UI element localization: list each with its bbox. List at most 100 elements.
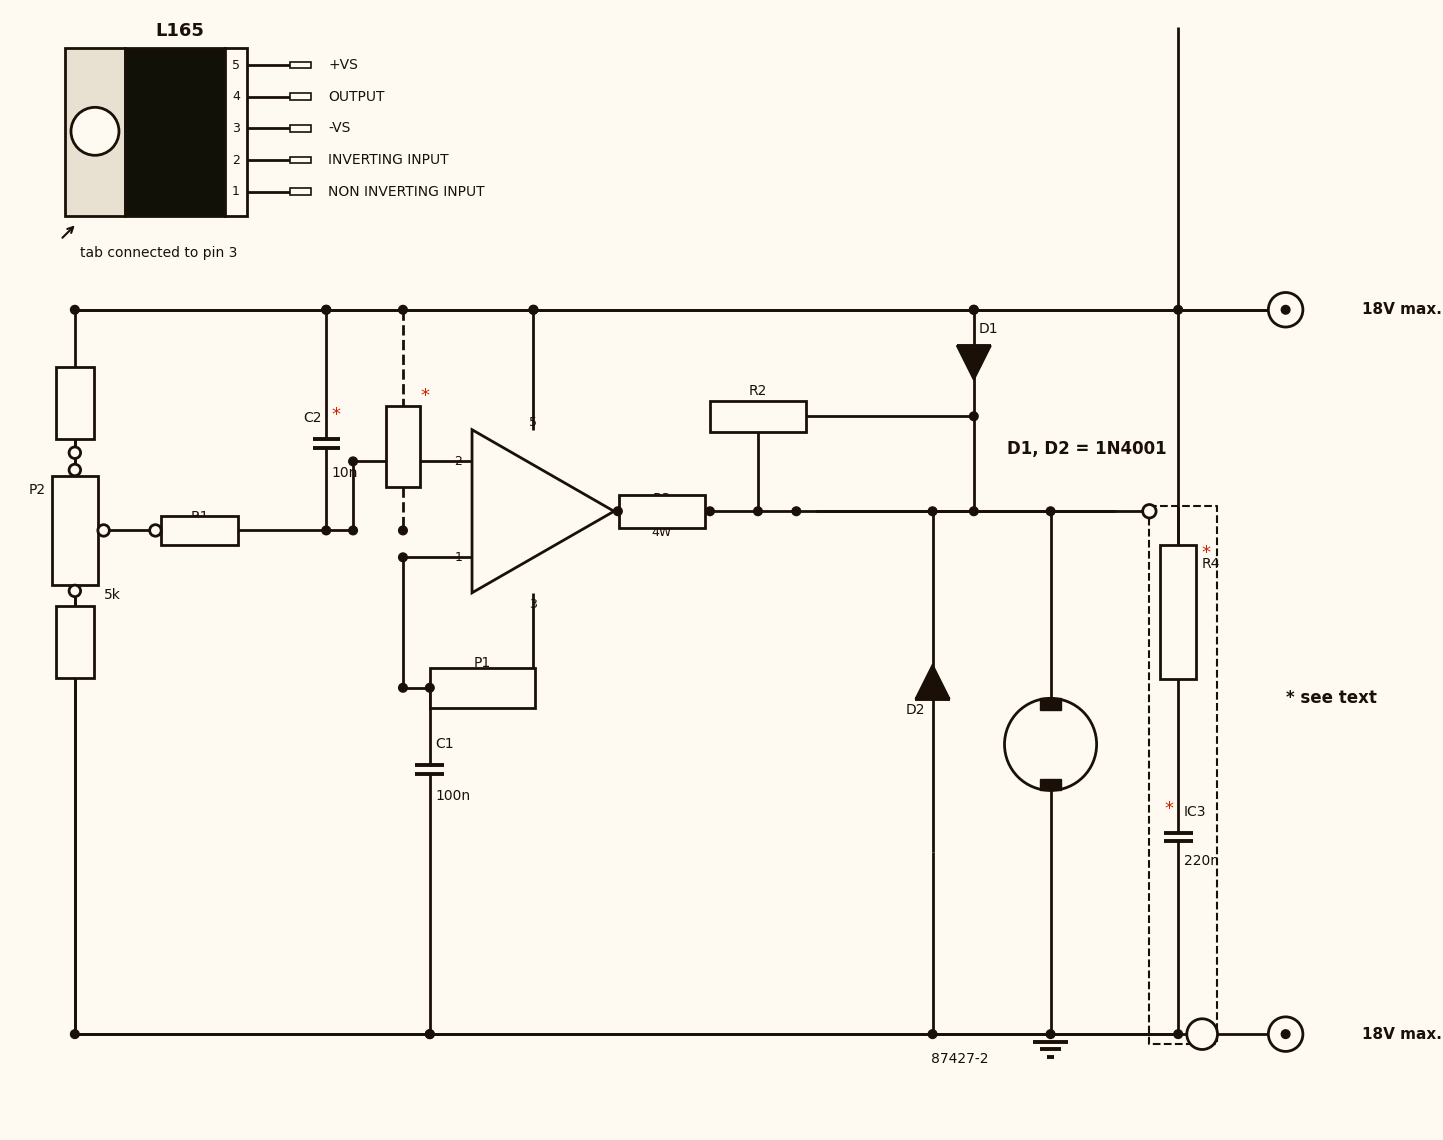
- Text: 5: 5: [530, 415, 537, 429]
- Circle shape: [928, 1029, 937, 1039]
- Circle shape: [970, 306, 978, 315]
- Bar: [1040, 779, 1061, 790]
- Text: NON INVERTING INPUT: NON INVERTING INPUT: [328, 185, 485, 198]
- Text: 4: 4: [232, 90, 240, 104]
- Text: 3: 3: [530, 597, 537, 611]
- Text: -VS: -VS: [328, 122, 351, 136]
- Bar: [162, 516, 238, 545]
- Text: D2: D2: [905, 703, 925, 717]
- Text: OUTPUT: OUTPUT: [328, 90, 385, 104]
- Text: 1: 1: [455, 551, 462, 564]
- Text: *: *: [330, 406, 341, 424]
- Circle shape: [69, 447, 81, 458]
- Text: +: +: [491, 548, 506, 567]
- FancyArrow shape: [290, 188, 310, 195]
- Circle shape: [150, 524, 162, 536]
- Text: 3: 3: [232, 122, 240, 135]
- Text: D1, D2 = 1N4001: D1, D2 = 1N4001: [1007, 440, 1167, 458]
- Text: 2: 2: [232, 154, 240, 166]
- Text: −: −: [1277, 1024, 1294, 1044]
- Circle shape: [349, 457, 358, 465]
- Circle shape: [398, 684, 407, 692]
- Text: 4W: 4W: [652, 526, 672, 539]
- FancyArrow shape: [290, 93, 310, 100]
- Text: *: *: [420, 388, 429, 405]
- Bar: [1040, 699, 1061, 710]
- Text: C1: C1: [436, 738, 455, 751]
- Text: 100n: 100n: [436, 789, 470, 804]
- Bar: [56, 606, 94, 678]
- Text: 470Ω: 470Ω: [58, 397, 91, 409]
- FancyArrow shape: [290, 156, 310, 163]
- Circle shape: [970, 412, 978, 421]
- Text: 18V max.: 18V max.: [1362, 302, 1442, 317]
- Circle shape: [349, 527, 358, 535]
- Text: R5: R5: [394, 413, 413, 428]
- Text: 4: 4: [622, 505, 629, 518]
- Bar: [430, 668, 535, 708]
- Text: C2: C2: [303, 412, 322, 425]
- Circle shape: [1268, 1017, 1303, 1051]
- Text: *: *: [1165, 799, 1173, 817]
- Text: R1: R1: [190, 510, 209, 524]
- Circle shape: [1004, 699, 1097, 790]
- Text: R3: R3: [652, 491, 671, 506]
- Text: P1: P1: [473, 656, 491, 670]
- Circle shape: [71, 1029, 79, 1039]
- Text: 18V max.: 18V max.: [1362, 1027, 1442, 1042]
- FancyArrow shape: [290, 62, 310, 68]
- Text: IC3: IC3: [1183, 805, 1206, 819]
- Text: 10Ω: 10Ω: [1172, 597, 1185, 626]
- Text: L165: L165: [517, 512, 551, 526]
- Circle shape: [426, 1029, 434, 1039]
- Circle shape: [970, 306, 978, 315]
- Text: tab connected to pin 3: tab connected to pin 3: [79, 246, 237, 260]
- Text: 10n: 10n: [330, 466, 358, 480]
- Text: R6: R6: [66, 370, 84, 383]
- Bar: [124, 48, 225, 215]
- Text: R7: R7: [66, 609, 84, 622]
- Circle shape: [398, 553, 407, 562]
- Text: 5k: 5k: [104, 588, 121, 602]
- Bar: [52, 475, 98, 585]
- Text: IC1: IC1: [522, 483, 545, 497]
- Circle shape: [322, 306, 330, 315]
- Circle shape: [69, 464, 81, 475]
- Text: 100k: 100k: [182, 526, 216, 539]
- Text: R2: R2: [749, 384, 768, 398]
- Text: −: −: [491, 451, 506, 471]
- Circle shape: [71, 306, 79, 315]
- Bar: [385, 406, 420, 487]
- Text: O: O: [1196, 1027, 1209, 1042]
- Text: 25k: 25k: [470, 687, 495, 701]
- Bar: [619, 495, 706, 528]
- Text: 87427-2: 87427-2: [931, 1052, 988, 1066]
- Circle shape: [1143, 505, 1156, 518]
- Text: 1k: 1k: [394, 439, 411, 453]
- Circle shape: [530, 306, 538, 315]
- Circle shape: [322, 527, 330, 535]
- Circle shape: [530, 306, 538, 315]
- Text: +VS: +VS: [328, 58, 358, 72]
- Circle shape: [792, 507, 801, 515]
- Circle shape: [706, 507, 714, 515]
- Circle shape: [71, 107, 118, 155]
- Circle shape: [1281, 306, 1290, 315]
- Text: 2: 2: [455, 455, 462, 467]
- Bar: [710, 401, 805, 432]
- Polygon shape: [472, 430, 615, 593]
- Bar: [65, 48, 124, 215]
- Bar: [56, 367, 94, 439]
- Circle shape: [970, 507, 978, 515]
- Text: M: M: [1038, 732, 1063, 756]
- Text: D1: D1: [978, 321, 999, 336]
- Text: * see text: * see text: [1286, 690, 1377, 707]
- Text: L165: L165: [154, 22, 203, 40]
- Circle shape: [928, 507, 937, 515]
- Text: 220n: 220n: [1183, 855, 1219, 869]
- Circle shape: [322, 306, 330, 315]
- Text: 5: 5: [232, 58, 240, 72]
- Bar: [1160, 545, 1196, 679]
- Text: P2: P2: [29, 483, 46, 497]
- Circle shape: [426, 1029, 434, 1039]
